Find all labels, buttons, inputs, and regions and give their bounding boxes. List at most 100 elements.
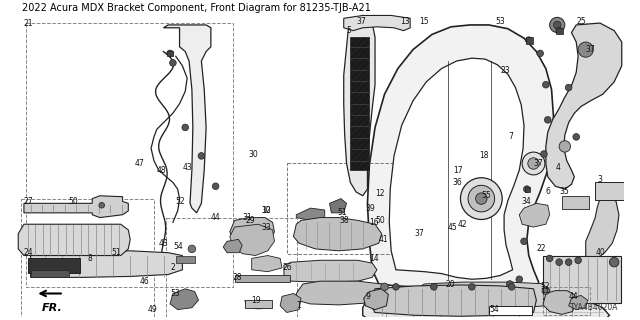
Text: 15: 15: [420, 17, 429, 26]
Circle shape: [392, 284, 399, 290]
Polygon shape: [363, 289, 609, 320]
Circle shape: [545, 116, 551, 123]
Text: 22: 22: [536, 244, 546, 253]
Polygon shape: [369, 285, 536, 316]
Text: 37: 37: [534, 159, 543, 168]
Polygon shape: [24, 196, 128, 218]
Text: 16: 16: [369, 218, 379, 227]
Text: 26: 26: [282, 263, 292, 272]
Text: 37: 37: [415, 229, 425, 238]
Text: 5: 5: [347, 26, 351, 35]
Text: 44: 44: [211, 213, 221, 222]
Circle shape: [99, 202, 104, 208]
Text: 11: 11: [540, 286, 550, 295]
Circle shape: [541, 151, 547, 157]
Polygon shape: [252, 256, 282, 272]
Text: 54: 54: [173, 242, 182, 251]
Text: 18: 18: [479, 151, 489, 160]
Text: 36: 36: [453, 178, 463, 187]
Polygon shape: [586, 196, 619, 260]
Circle shape: [559, 141, 570, 152]
Text: 55: 55: [481, 191, 491, 200]
Polygon shape: [163, 25, 211, 213]
Text: 10: 10: [261, 206, 271, 215]
Polygon shape: [245, 300, 271, 308]
Bar: [31, 270, 68, 277]
Text: 53: 53: [495, 17, 506, 26]
Circle shape: [556, 259, 563, 266]
Text: 32: 32: [261, 206, 271, 215]
Circle shape: [170, 60, 176, 66]
Polygon shape: [344, 15, 410, 31]
Text: 52: 52: [540, 282, 550, 291]
Polygon shape: [293, 218, 381, 251]
Text: 37: 37: [356, 17, 366, 26]
Bar: [556, 28, 563, 35]
Circle shape: [431, 284, 437, 290]
Polygon shape: [284, 260, 377, 282]
Circle shape: [525, 37, 532, 44]
Text: 49: 49: [147, 305, 157, 314]
Polygon shape: [519, 203, 550, 227]
Circle shape: [575, 257, 581, 264]
Text: 41: 41: [379, 235, 388, 244]
Text: 30: 30: [249, 149, 259, 158]
Circle shape: [578, 42, 593, 57]
Text: 35: 35: [559, 188, 569, 196]
Text: 24: 24: [24, 248, 33, 257]
Text: 1: 1: [296, 301, 301, 310]
Text: TYA4B4020A: TYA4B4020A: [570, 303, 619, 312]
Circle shape: [476, 193, 487, 204]
Text: 44: 44: [568, 292, 579, 301]
Text: 29: 29: [246, 216, 255, 225]
Text: 13: 13: [401, 17, 410, 26]
Text: 27: 27: [24, 197, 33, 206]
Polygon shape: [364, 289, 388, 310]
Circle shape: [556, 27, 563, 34]
Bar: [489, 306, 532, 315]
Circle shape: [565, 259, 572, 266]
Bar: [167, 51, 173, 56]
Bar: [28, 258, 80, 273]
Circle shape: [468, 185, 495, 212]
Polygon shape: [344, 18, 375, 196]
Circle shape: [468, 284, 475, 290]
Bar: [595, 182, 623, 200]
Text: 45: 45: [448, 223, 458, 232]
Text: 31: 31: [242, 213, 252, 222]
Polygon shape: [223, 239, 242, 253]
Circle shape: [516, 276, 523, 283]
Polygon shape: [350, 37, 369, 170]
Text: 25: 25: [576, 17, 586, 26]
Polygon shape: [230, 224, 275, 256]
Text: 42: 42: [458, 220, 467, 229]
Text: 46: 46: [140, 277, 150, 286]
Text: 20: 20: [445, 279, 455, 289]
Text: 7: 7: [508, 132, 513, 141]
Circle shape: [542, 287, 550, 294]
Polygon shape: [543, 291, 576, 314]
Text: 21: 21: [24, 19, 33, 28]
Circle shape: [543, 81, 549, 88]
Circle shape: [537, 50, 543, 57]
Circle shape: [547, 255, 553, 262]
Circle shape: [198, 153, 205, 159]
Text: 47: 47: [135, 159, 145, 168]
Bar: [235, 275, 290, 282]
Circle shape: [524, 186, 530, 192]
Circle shape: [573, 133, 580, 140]
Text: 23: 23: [500, 66, 510, 75]
Circle shape: [182, 124, 189, 131]
Text: 12: 12: [375, 189, 385, 198]
Text: 33: 33: [261, 223, 271, 232]
Circle shape: [188, 245, 196, 253]
Circle shape: [521, 238, 527, 244]
Polygon shape: [18, 224, 130, 256]
Text: 2: 2: [170, 263, 175, 272]
Bar: [543, 256, 621, 303]
Circle shape: [554, 21, 561, 29]
Bar: [287, 164, 393, 254]
Text: 38: 38: [339, 216, 349, 225]
Polygon shape: [546, 23, 622, 189]
Circle shape: [565, 84, 572, 91]
